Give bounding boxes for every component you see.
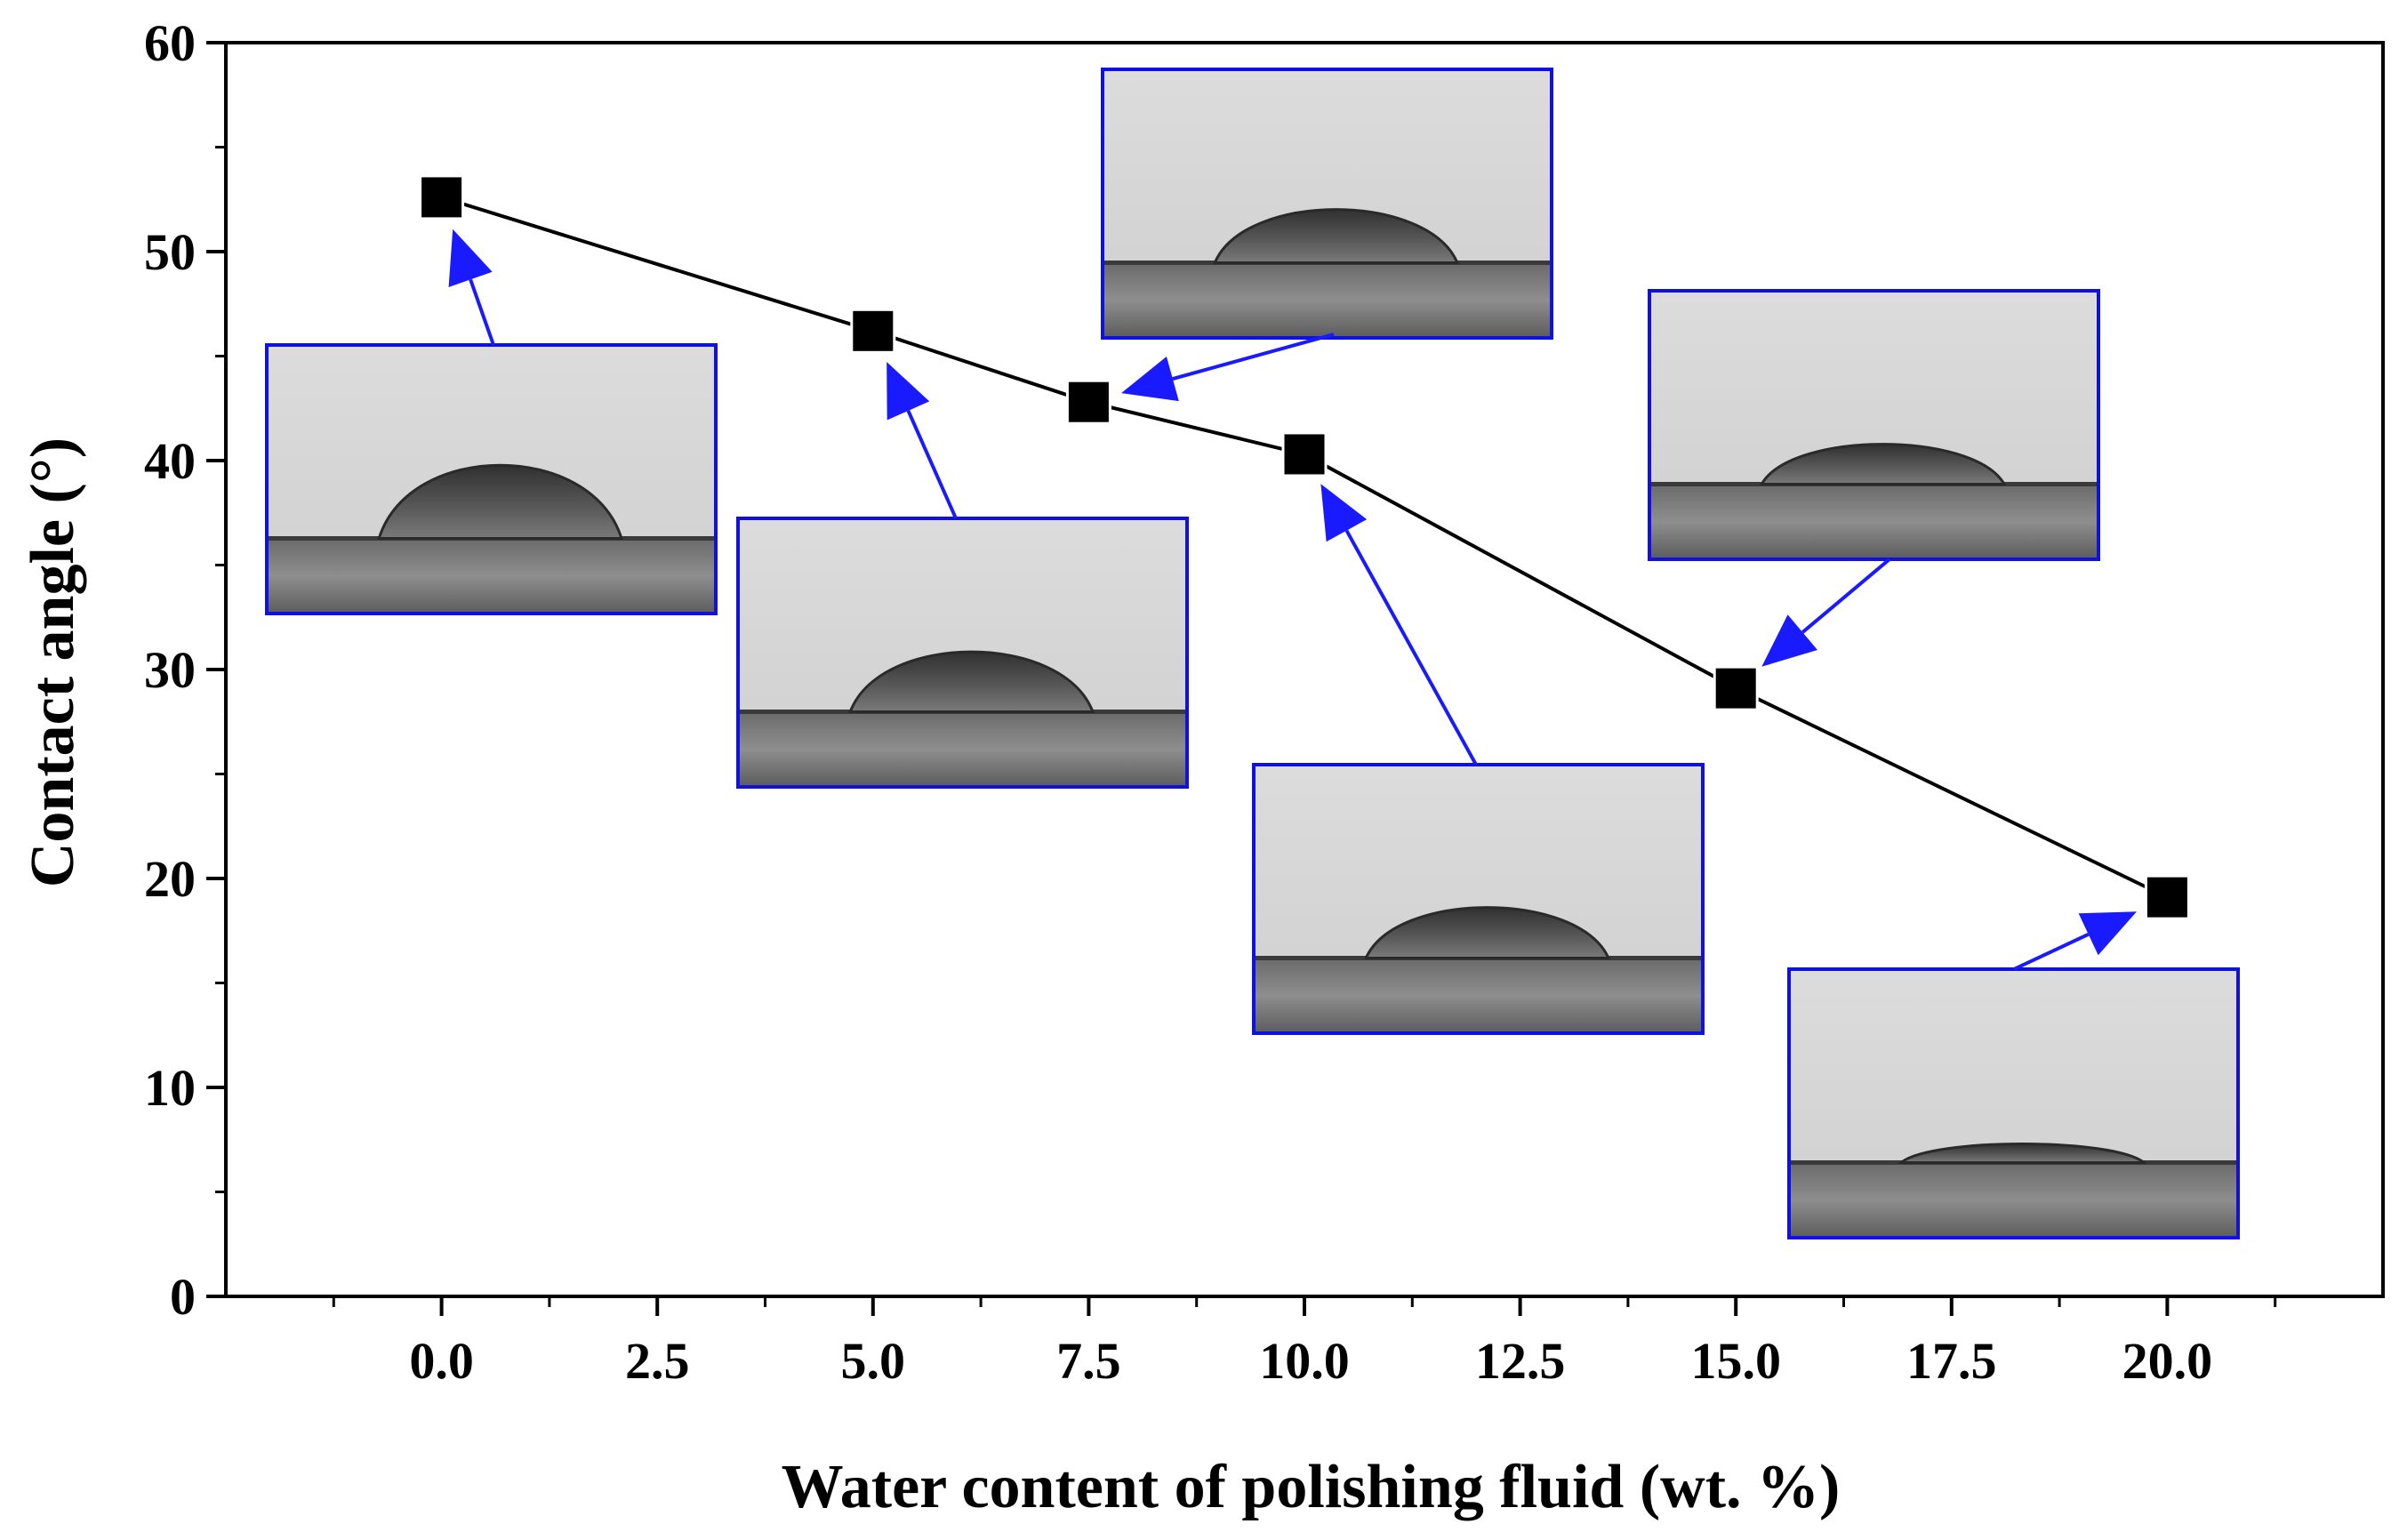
axes: 0 10 20 30 40 50 60 0.0 2.5 5.0 7.5 10.0 12.5 15.0 17.… bbox=[144, 14, 2385, 1390]
y-tick-label: 0 bbox=[170, 1268, 196, 1326]
inset-border bbox=[736, 517, 1189, 789]
x-tick-label: 15.0 bbox=[1690, 1332, 1781, 1390]
series-line bbox=[441, 195, 2169, 899]
droplet-shape bbox=[1759, 443, 2007, 485]
inset-arrow-head bbox=[2078, 911, 2137, 956]
x-tick-label: 17.5 bbox=[1906, 1332, 1997, 1390]
x-tick-label: 5.0 bbox=[841, 1332, 906, 1390]
y-tick-label: 10 bbox=[144, 1059, 196, 1117]
y-tick-label: 60 bbox=[144, 14, 196, 72]
inset-arrow-line bbox=[1801, 557, 1891, 634]
inset-arrow-line bbox=[1172, 333, 1335, 381]
data-point-marker bbox=[1713, 665, 1759, 711]
x-tick-label: 7.5 bbox=[1056, 1332, 1121, 1390]
data-point-marker bbox=[1065, 379, 1111, 425]
droplet-inset bbox=[1101, 68, 1553, 402]
droplet-insets bbox=[265, 68, 2240, 1239]
data-point-marker bbox=[1281, 431, 1328, 477]
droplet-shape bbox=[1898, 1143, 2148, 1164]
droplet-inset bbox=[1648, 289, 2100, 667]
data-series bbox=[419, 174, 2190, 920]
x-tick-label: 10.0 bbox=[1259, 1332, 1350, 1390]
inset-arrow-line bbox=[1344, 529, 1478, 766]
inset-arrow-head bbox=[1320, 484, 1368, 542]
inset-substrate bbox=[1649, 484, 2098, 559]
inset-substrate bbox=[267, 538, 716, 614]
droplet-inset bbox=[265, 229, 718, 615]
inset-arrow-head bbox=[1121, 357, 1179, 402]
y-tick-label: 40 bbox=[144, 432, 196, 490]
y-tick-label: 30 bbox=[144, 641, 196, 699]
x-tick-label: 2.5 bbox=[625, 1332, 690, 1390]
inset-substrate bbox=[738, 711, 1187, 787]
data-point-marker bbox=[850, 308, 896, 354]
inset-arrow-line bbox=[469, 278, 495, 346]
x-tick-label: 12.5 bbox=[1475, 1332, 1566, 1390]
inset-substrate bbox=[1103, 262, 1552, 338]
inset-substrate bbox=[1789, 1162, 2238, 1238]
droplet-shape bbox=[377, 463, 623, 540]
inset-arrow-head bbox=[887, 362, 930, 421]
inset-border bbox=[1787, 967, 2240, 1239]
inset-border bbox=[1252, 763, 1705, 1035]
y-tick-label: 50 bbox=[144, 223, 196, 281]
x-tick-label: 0.0 bbox=[409, 1332, 474, 1390]
inset-border bbox=[1648, 289, 2100, 561]
droplet-inset bbox=[1252, 484, 1705, 1035]
y-tick-label: 20 bbox=[144, 850, 196, 908]
data-point-marker bbox=[2144, 874, 2190, 920]
x-axis-title: Water content of polishing fluid (wt. %) bbox=[782, 1453, 1841, 1521]
inset-arrow-head bbox=[1761, 614, 1817, 667]
inset-border bbox=[265, 343, 718, 615]
droplet-inset bbox=[736, 362, 1189, 789]
inset-arrow-head bbox=[448, 229, 493, 287]
droplet-shape bbox=[1212, 208, 1460, 264]
data-point-marker bbox=[419, 174, 465, 221]
inset-arrow-line bbox=[2013, 932, 2090, 971]
y-axis-title: Contact angle (°) bbox=[19, 437, 87, 887]
droplet-inset bbox=[1787, 911, 2240, 1239]
droplet-shape bbox=[848, 650, 1095, 713]
inset-arrow-line bbox=[906, 410, 958, 519]
x-tick-label: 20.0 bbox=[2122, 1332, 2213, 1390]
droplet-shape bbox=[1363, 906, 1611, 959]
inset-substrate bbox=[1254, 958, 1703, 1033]
